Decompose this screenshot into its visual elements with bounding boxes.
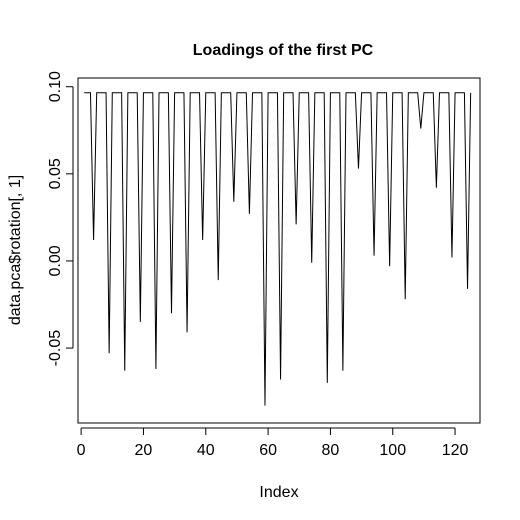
data-layer: [84, 92, 472, 406]
y-tick-label: 0.00: [47, 245, 64, 276]
x-tick-label: 0: [77, 442, 86, 459]
x-tick-label: 20: [135, 442, 153, 459]
x-tick-label: 120: [442, 442, 469, 459]
x-tick-label: 100: [379, 442, 406, 459]
y-tick-label: -0.05: [47, 330, 64, 367]
chart-title: Loadings of the first PC: [193, 42, 374, 59]
x-tick-label: 80: [322, 442, 340, 459]
y-tick-label: 0.05: [47, 158, 64, 189]
x-tick-label: 60: [259, 442, 277, 459]
y-axis: -0.05 0.00 0.05 0.10: [47, 71, 74, 367]
x-tick-label: 40: [197, 442, 215, 459]
y-axis-label: data.pca$rotation[, 1]: [7, 175, 24, 325]
x-axis-label: Index: [259, 484, 298, 501]
plot-frame: [77, 77, 481, 424]
series-line-0: [84, 92, 472, 406]
y-tick-label: 0.10: [47, 71, 64, 102]
x-axis: 0 20 40 60 80 100 120: [77, 427, 469, 459]
